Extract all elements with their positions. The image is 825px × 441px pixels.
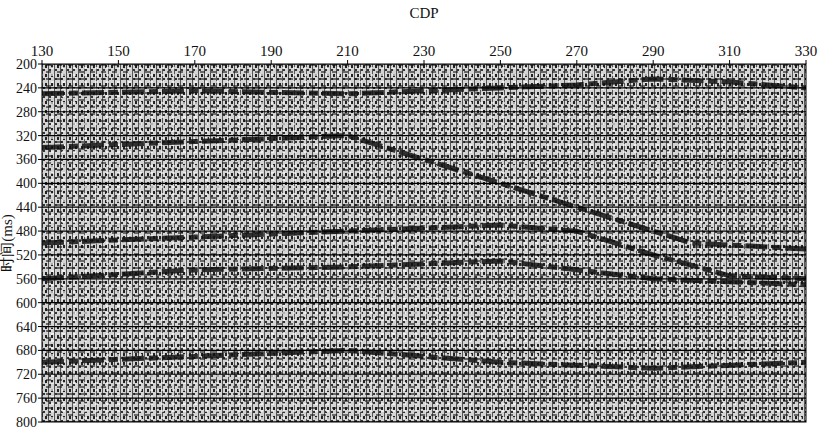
y-tick: [38, 64, 42, 65]
grid-line: [42, 159, 806, 160]
grid-line: [42, 183, 806, 184]
y-tick-label: 240: [16, 81, 37, 96]
x-tick: [194, 60, 195, 64]
y-tick: [38, 278, 42, 279]
y-tick-label: 320: [16, 129, 37, 144]
reflector: [42, 350, 806, 368]
x-tick: [271, 60, 272, 64]
x-tick-label: 230: [413, 43, 436, 59]
section-background: [42, 64, 806, 422]
plot-area: [42, 64, 806, 422]
x-tick-label: 290: [642, 43, 665, 59]
grid-line: [42, 207, 806, 208]
reflector: [42, 136, 806, 249]
section-texture: [42, 64, 806, 422]
x-axis-title: CDP: [409, 5, 438, 21]
y-tick-label: 280: [16, 105, 37, 120]
grid-line: [42, 87, 806, 88]
y-tick-label: 600: [16, 296, 37, 311]
y-tick-label: 680: [16, 343, 37, 358]
x-tick: [424, 60, 425, 64]
grid-line: [42, 254, 806, 255]
x-tick: [500, 60, 501, 64]
y-tick: [38, 302, 42, 303]
y-tick-label: 200: [16, 57, 37, 72]
y-tick: [38, 111, 42, 112]
y-tick-label: 400: [16, 176, 37, 191]
y-tick-label: 760: [16, 391, 37, 406]
x-tick-label: 270: [566, 43, 589, 59]
y-tick: [38, 207, 42, 208]
grid-line: [42, 111, 806, 112]
y-axis-title: 时间(ms): [0, 214, 16, 272]
grid-line: [42, 398, 806, 399]
y-tick-label: 480: [16, 224, 37, 239]
y-tick: [38, 231, 42, 232]
y-tick-label: 360: [16, 152, 37, 167]
x-tick: [729, 60, 730, 64]
y-tick-label: 520: [16, 248, 37, 263]
y-tick-label: 440: [16, 200, 37, 215]
frame: [42, 64, 806, 422]
x-tick-label: 190: [260, 43, 283, 59]
y-tick: [38, 374, 42, 375]
y-tick-label: 640: [16, 320, 37, 335]
x-tick: [653, 60, 654, 64]
x-tick-label: 310: [718, 43, 741, 59]
y-tick: [38, 326, 42, 327]
reflector: [42, 79, 806, 94]
x-tick: [347, 60, 348, 64]
x-tick-label: 330: [795, 43, 818, 59]
y-tick: [38, 254, 42, 255]
grid-line: [42, 326, 806, 327]
y-tick: [38, 183, 42, 184]
y-tick: [38, 350, 42, 351]
grid-line: [42, 350, 806, 351]
y-tick: [38, 422, 42, 423]
grid-line: [42, 230, 806, 231]
grid-line: [42, 302, 806, 303]
y-tick-label: 720: [16, 367, 37, 382]
x-tick: [806, 60, 807, 64]
x-tick-label: 250: [489, 43, 512, 59]
reflector: [42, 261, 806, 285]
y-tick: [38, 159, 42, 160]
x-tick: [118, 60, 119, 64]
y-tick: [38, 398, 42, 399]
x-tick-label: 170: [184, 43, 207, 59]
y-tick-label: 560: [16, 272, 37, 287]
grid-line: [42, 135, 806, 136]
grid-line: [42, 374, 806, 375]
x-tick-label: 210: [336, 43, 359, 59]
y-tick: [38, 135, 42, 136]
y-tick-label: 800: [16, 415, 37, 430]
x-tick: [576, 60, 577, 64]
x-tick: [42, 60, 43, 64]
y-tick: [38, 87, 42, 88]
grid-line: [42, 278, 806, 279]
x-tick-label: 150: [107, 43, 130, 59]
